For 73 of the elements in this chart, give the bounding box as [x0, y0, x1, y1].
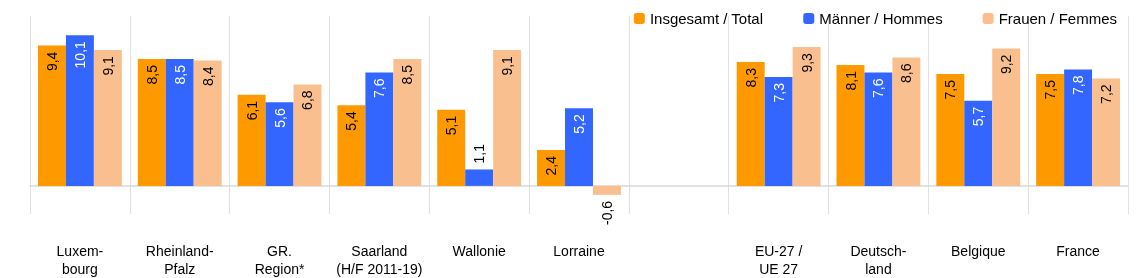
data-label: 5,4 — [343, 111, 360, 131]
x-tick-label: Lorraine — [553, 243, 605, 259]
x-tick-label: Saarland (H/F 2011-19) — [336, 243, 423, 277]
x-tick-label: EU-27 / UE 27 — [754, 243, 803, 277]
data-label: 7,6 — [870, 78, 887, 98]
bar — [836, 65, 865, 186]
legend-label: Frauen / Femmes — [998, 10, 1118, 27]
bar — [936, 73, 965, 186]
data-label: 8,1 — [842, 70, 859, 91]
data-label: 8,3 — [742, 67, 759, 88]
data-label: 9,2 — [998, 54, 1015, 75]
bar — [293, 84, 322, 186]
data-label: 7,3 — [770, 82, 787, 103]
data-label: 7,5 — [942, 79, 959, 100]
x-tick-label: Deutsch- land — [850, 243, 907, 277]
bar — [1036, 73, 1065, 186]
x-tick-label: France — [1056, 243, 1101, 259]
data-label: 8,6 — [898, 63, 915, 84]
data-label: -0,6 — [598, 200, 615, 225]
bar — [537, 150, 566, 186]
data-label: 5,1 — [443, 115, 460, 136]
data-label: 8,5 — [399, 64, 416, 85]
x-tick-label: GR. Region* — [254, 243, 305, 277]
data-label: 10,1 — [71, 40, 88, 69]
data-label: 7,5 — [1042, 79, 1059, 100]
bar — [864, 72, 893, 186]
bar — [365, 72, 394, 186]
data-label: 2,4 — [543, 155, 560, 176]
bar — [493, 50, 522, 186]
bar — [764, 76, 793, 186]
bar — [992, 48, 1021, 186]
data-label: 7,2 — [1098, 84, 1115, 104]
bar — [964, 100, 993, 186]
data-label: 9,3 — [798, 52, 815, 73]
data-label: 5,2 — [571, 114, 587, 134]
data-label: 9,1 — [499, 55, 516, 76]
bar — [736, 62, 765, 186]
bar — [792, 47, 821, 186]
bar — [193, 60, 222, 186]
bar — [437, 109, 466, 186]
data-label: 8,4 — [199, 66, 216, 86]
data-label: 7,6 — [371, 78, 388, 98]
data-label: 5,7 — [970, 106, 987, 127]
bar — [465, 169, 494, 186]
bar — [1064, 69, 1093, 186]
x-tick-label: Rheinland- Pfalz — [145, 243, 214, 277]
x-tick-label: Belgique — [951, 243, 1006, 259]
bar — [137, 59, 166, 186]
data-label: 9,4 — [43, 51, 60, 72]
bar — [265, 102, 294, 186]
legend-label: Insgesamt / Total — [649, 10, 763, 27]
data-label: 7,8 — [1070, 75, 1087, 95]
data-label: 6,8 — [299, 90, 316, 110]
data-label: 8,5 — [171, 64, 188, 85]
bar — [93, 50, 122, 186]
bar — [237, 94, 266, 186]
bar — [592, 185, 621, 195]
data-label: 1,1 — [471, 143, 488, 164]
data-label: 9,1 — [99, 55, 116, 76]
legend-label: Männer / Hommes — [819, 10, 943, 27]
bar — [1092, 78, 1121, 186]
bar — [65, 35, 94, 186]
bar — [565, 108, 593, 186]
x-tick-label: Luxem- bourg — [56, 243, 104, 277]
bar — [892, 57, 921, 186]
bar — [337, 105, 366, 186]
bar — [165, 59, 194, 186]
data-label: 8,5 — [143, 64, 160, 85]
data-label: 6,1 — [243, 100, 260, 121]
bar — [37, 45, 66, 186]
data-label: 5,6 — [271, 108, 288, 128]
x-tick-label: Wallonie — [452, 243, 506, 259]
bar — [393, 59, 422, 186]
